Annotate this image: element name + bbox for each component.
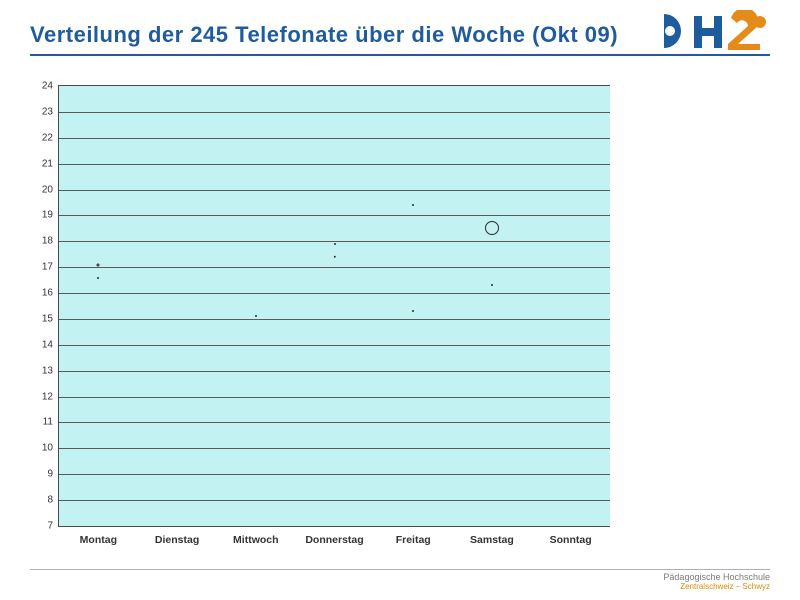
y-tick-label: 16 [42, 288, 59, 299]
data-bubble [333, 256, 335, 258]
grid-line [59, 422, 610, 423]
distribution-chart: 789101112131415161718192021222324MontagD… [30, 85, 610, 555]
plot-area: 789101112131415161718192021222324MontagD… [58, 85, 610, 527]
y-tick-label: 19 [42, 210, 59, 221]
y-tick-label: 11 [43, 417, 59, 428]
grid-line [59, 474, 610, 475]
y-tick-label: 7 [47, 521, 59, 532]
grid-line [59, 319, 610, 320]
y-tick-label: 10 [42, 443, 59, 454]
x-tick-label: Dienstag [155, 526, 199, 546]
footer-subline: Zentralschweiz – Schwyz [663, 583, 770, 592]
grid-line [59, 267, 610, 268]
data-bubble [255, 315, 257, 317]
y-tick-label: 22 [42, 132, 59, 143]
y-tick-label: 14 [42, 339, 59, 350]
grid-line [59, 293, 610, 294]
y-tick-label: 21 [42, 158, 59, 169]
grid-line [59, 112, 610, 113]
grid-line [59, 371, 610, 372]
title-underline [30, 54, 770, 56]
x-tick-label: Samstag [470, 526, 514, 546]
grid-line [59, 138, 610, 139]
data-bubble [491, 284, 493, 286]
y-tick-label: 13 [42, 365, 59, 376]
y-tick-label: 18 [42, 236, 59, 247]
y-tick-label: 17 [42, 262, 59, 273]
grid-line [59, 397, 610, 398]
footer-rule [30, 569, 770, 570]
x-tick-label: Sonntag [550, 526, 592, 546]
y-tick-label: 12 [42, 391, 59, 402]
data-bubble [412, 204, 414, 206]
grid-line [59, 190, 610, 191]
data-bubble [97, 277, 99, 279]
grid-line [59, 448, 610, 449]
y-tick-label: 20 [42, 184, 59, 195]
x-tick-label: Montag [80, 526, 117, 546]
data-bubble [485, 221, 499, 235]
data-bubble [334, 243, 336, 245]
grid-line [59, 164, 610, 165]
x-tick-label: Mittwoch [233, 526, 279, 546]
brand-logo [660, 10, 770, 57]
data-bubble [97, 263, 100, 266]
grid-line [59, 500, 610, 501]
x-tick-label: Donnerstag [305, 526, 363, 546]
y-tick-label: 23 [42, 106, 59, 117]
y-tick-label: 9 [47, 469, 59, 480]
y-tick-label: 8 [47, 495, 59, 506]
y-tick-label: 15 [42, 313, 59, 324]
footer: Pädagogische Hochschule Zentralschweiz –… [663, 573, 770, 592]
page-title: Verteilung der 245 Telefonate über die W… [30, 22, 618, 48]
grid-line [59, 215, 610, 216]
data-bubble [412, 310, 414, 312]
x-tick-label: Freitag [396, 526, 431, 546]
grid-line [59, 345, 610, 346]
y-tick-label: 24 [42, 81, 59, 92]
